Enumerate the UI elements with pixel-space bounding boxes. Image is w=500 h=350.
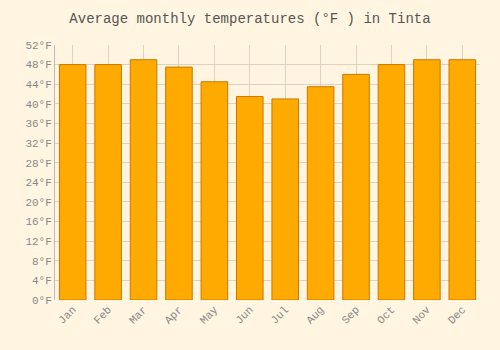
svg-text:36°F: 36°F <box>25 118 51 130</box>
svg-text:28°F: 28°F <box>25 158 51 170</box>
svg-text:May: May <box>198 304 221 327</box>
svg-text:24°F: 24°F <box>25 177 51 189</box>
svg-text:48°F: 48°F <box>25 59 51 71</box>
svg-text:16°F: 16°F <box>25 216 51 228</box>
svg-text:Nov: Nov <box>410 304 433 327</box>
svg-text:Sep: Sep <box>340 304 362 326</box>
svg-text:Aug: Aug <box>304 304 326 326</box>
svg-text:44°F: 44°F <box>25 79 51 91</box>
svg-text:Feb: Feb <box>92 304 114 326</box>
svg-text:Dec: Dec <box>446 304 468 326</box>
svg-text:4°F: 4°F <box>32 275 52 287</box>
svg-text:Jul: Jul <box>269 304 291 326</box>
svg-text:40°F: 40°F <box>25 99 51 111</box>
svg-text:32°F: 32°F <box>25 138 51 150</box>
svg-text:Mar: Mar <box>127 304 149 326</box>
svg-text:20°F: 20°F <box>25 197 51 209</box>
svg-text:0°F: 0°F <box>32 295 52 307</box>
svg-text:Oct: Oct <box>375 304 397 326</box>
svg-text:Apr: Apr <box>162 304 184 326</box>
svg-text:8°F: 8°F <box>32 256 52 268</box>
svg-text:Jan: Jan <box>56 304 78 326</box>
svg-text:Jun: Jun <box>233 304 255 326</box>
svg-text:12°F: 12°F <box>25 236 51 248</box>
svg-text:52°F: 52°F <box>25 40 51 52</box>
svg-text:Average monthly temperatures (: Average monthly temperatures (°F ) in Ti… <box>69 11 430 27</box>
